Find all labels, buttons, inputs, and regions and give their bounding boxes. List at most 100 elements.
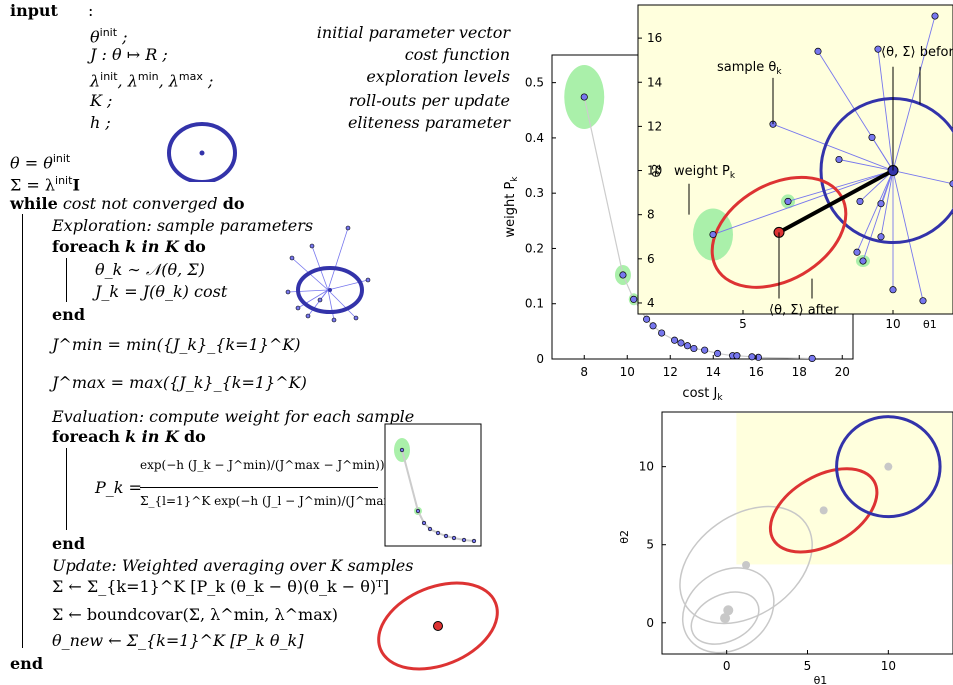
end-eval: end <box>52 534 85 553</box>
x-tick-label: 0 <box>723 659 731 673</box>
weight-point <box>714 349 722 358</box>
pk-lhs: P_k = <box>95 478 142 497</box>
jmax-line: J^max = max({J_k}_{k=1}^K) <box>52 373 307 392</box>
trajectory-mean <box>720 613 731 624</box>
input-k-desc: roll-outs per update <box>348 91 510 110</box>
trajectory-region <box>736 413 952 565</box>
update-comment: Update: Weighted averaging over K sample… <box>52 556 414 575</box>
inset-y-tick-label: 6 <box>647 252 655 266</box>
x-axis-label: θ1 <box>814 674 828 685</box>
trajectory-ellipse <box>835 415 942 519</box>
annotation-after: ⟨θ, Σ⟩ after <box>769 303 839 318</box>
foreach-explore-bar <box>66 258 67 302</box>
jmin-line: J^min = min({J_k}_{k=1}^K) <box>52 335 301 354</box>
sample-ray <box>871 137 894 171</box>
trajectory-ellipse <box>679 505 813 625</box>
input-cost-fn: J : θ ↦ R ; <box>90 45 168 64</box>
inset-y-tick-label: 8 <box>647 208 655 222</box>
y-tick-label: 0.2 <box>525 241 544 255</box>
input-cost-desc: cost function <box>404 45 510 64</box>
mini-weight-plot <box>384 423 482 547</box>
weight-point <box>808 354 816 362</box>
init-sigma-line: Σ = λinitI <box>10 174 80 195</box>
update-step <box>778 168 894 235</box>
weight-cost-chart: 8 10 12 14 16 18 20 0 0.1 0.2 0.3 0.4 0.5 cost Jk weig… <box>503 4 953 403</box>
annotation-sample: sample θk <box>717 60 782 77</box>
input-lambda-desc: exploration levels <box>366 67 510 86</box>
while-block-bar <box>22 214 23 648</box>
x-tick-label: 12 <box>663 365 678 379</box>
weight-point <box>690 344 698 353</box>
input-lambdas: λinit, λmin, λmax ; <box>90 70 214 91</box>
sample-ray <box>772 123 894 171</box>
trajectory-chart: 0 5 10 0 5 10 θ1 θ2 <box>618 411 953 685</box>
x-tick-label: 10 <box>881 659 896 673</box>
input-h: h ; <box>90 113 111 132</box>
sample-ray <box>856 170 894 253</box>
annotation-weight: weight Pk <box>674 164 736 181</box>
inset-x-tick-label: 5 <box>739 317 747 331</box>
sample-ray <box>787 170 894 202</box>
y-tick-label: 0.3 <box>525 186 544 200</box>
weight-point <box>733 352 741 360</box>
annotation-before: ⟨θ, Σ⟩ before <box>881 45 953 60</box>
weight-point <box>643 315 651 323</box>
input-theta-init: θinit ; <box>90 26 128 47</box>
y-tick-label: 0.5 <box>525 76 544 90</box>
sample-point <box>814 47 822 55</box>
sample-point <box>868 133 876 141</box>
sample-point <box>889 286 897 294</box>
end-explore: end <box>52 305 85 324</box>
inset-y-tick-label: 12 <box>647 119 662 133</box>
trajectory-mean <box>819 506 828 515</box>
pk-denominator: Σ_{l=1}^K exp(−h (J_l − J^min)/(J^max − … <box>140 494 456 508</box>
pk-fraction-bar <box>140 487 378 488</box>
input-theta-desc: initial parameter vector <box>316 23 510 42</box>
input-colon: : <box>88 1 94 20</box>
input-k: K ; <box>90 91 113 110</box>
y-tick-label: 0.1 <box>525 297 544 311</box>
y-tick-label: 5 <box>646 538 654 552</box>
sample-point <box>919 297 927 305</box>
y-axis-label: θ2 <box>618 530 631 544</box>
input-keyword: input <box>10 1 58 20</box>
x-axis-label: cost Jk <box>682 386 723 403</box>
y-axis-label: weight Pk <box>503 176 520 238</box>
trajectory-mean <box>884 462 893 471</box>
foreach-eval-line: foreach k in K do <box>52 427 206 446</box>
weight-point <box>683 342 692 350</box>
sample-line: θ_k ∼ 𝒩(θ, Σ) <box>95 260 205 279</box>
x-tick-label: 14 <box>706 365 721 379</box>
sample-point <box>853 248 861 256</box>
x-tick-label: 8 <box>580 365 588 379</box>
inset-frame <box>637 4 953 315</box>
weight-point <box>671 336 679 344</box>
while-line: while cost not converged do <box>10 194 245 213</box>
x-tick-label: 10 <box>620 365 635 379</box>
inset-y-axis-label: θ2 <box>650 164 663 178</box>
sample-ray <box>712 170 894 235</box>
weight-point <box>754 353 762 361</box>
foreach-eval-bar <box>66 448 67 530</box>
evaluation-comment: Evaluation: compute weight for each samp… <box>52 407 415 426</box>
sample-ray <box>892 170 924 301</box>
inset-y-tick-label: 4 <box>647 296 655 310</box>
y-tick-label: 0 <box>536 352 544 366</box>
inset-y-tick-label: 14 <box>647 75 662 89</box>
sample-point <box>835 155 843 164</box>
weight-point <box>658 329 666 337</box>
y-tick-label: 10 <box>639 460 654 474</box>
foreach-explore-line: foreach k in K do <box>52 237 206 256</box>
cost-line: J_k = J(θ_k) cost <box>95 282 228 301</box>
sample-ray <box>880 170 894 237</box>
sample-point <box>931 12 939 20</box>
update-illustration <box>377 581 499 671</box>
trajectory-ellipse <box>690 591 760 645</box>
sample-point <box>877 233 885 241</box>
exploration-illustration <box>285 225 371 323</box>
initial-distribution-illustration <box>167 122 237 182</box>
end-while: end <box>10 654 43 673</box>
theta-new-line: θ_new ← Σ_{k=1}^K [P_k θ_k] <box>52 631 304 650</box>
boundcovar-line: Σ ← boundcovar(Σ, λ^min, λ^max) <box>52 605 338 624</box>
weight-point <box>701 346 709 354</box>
